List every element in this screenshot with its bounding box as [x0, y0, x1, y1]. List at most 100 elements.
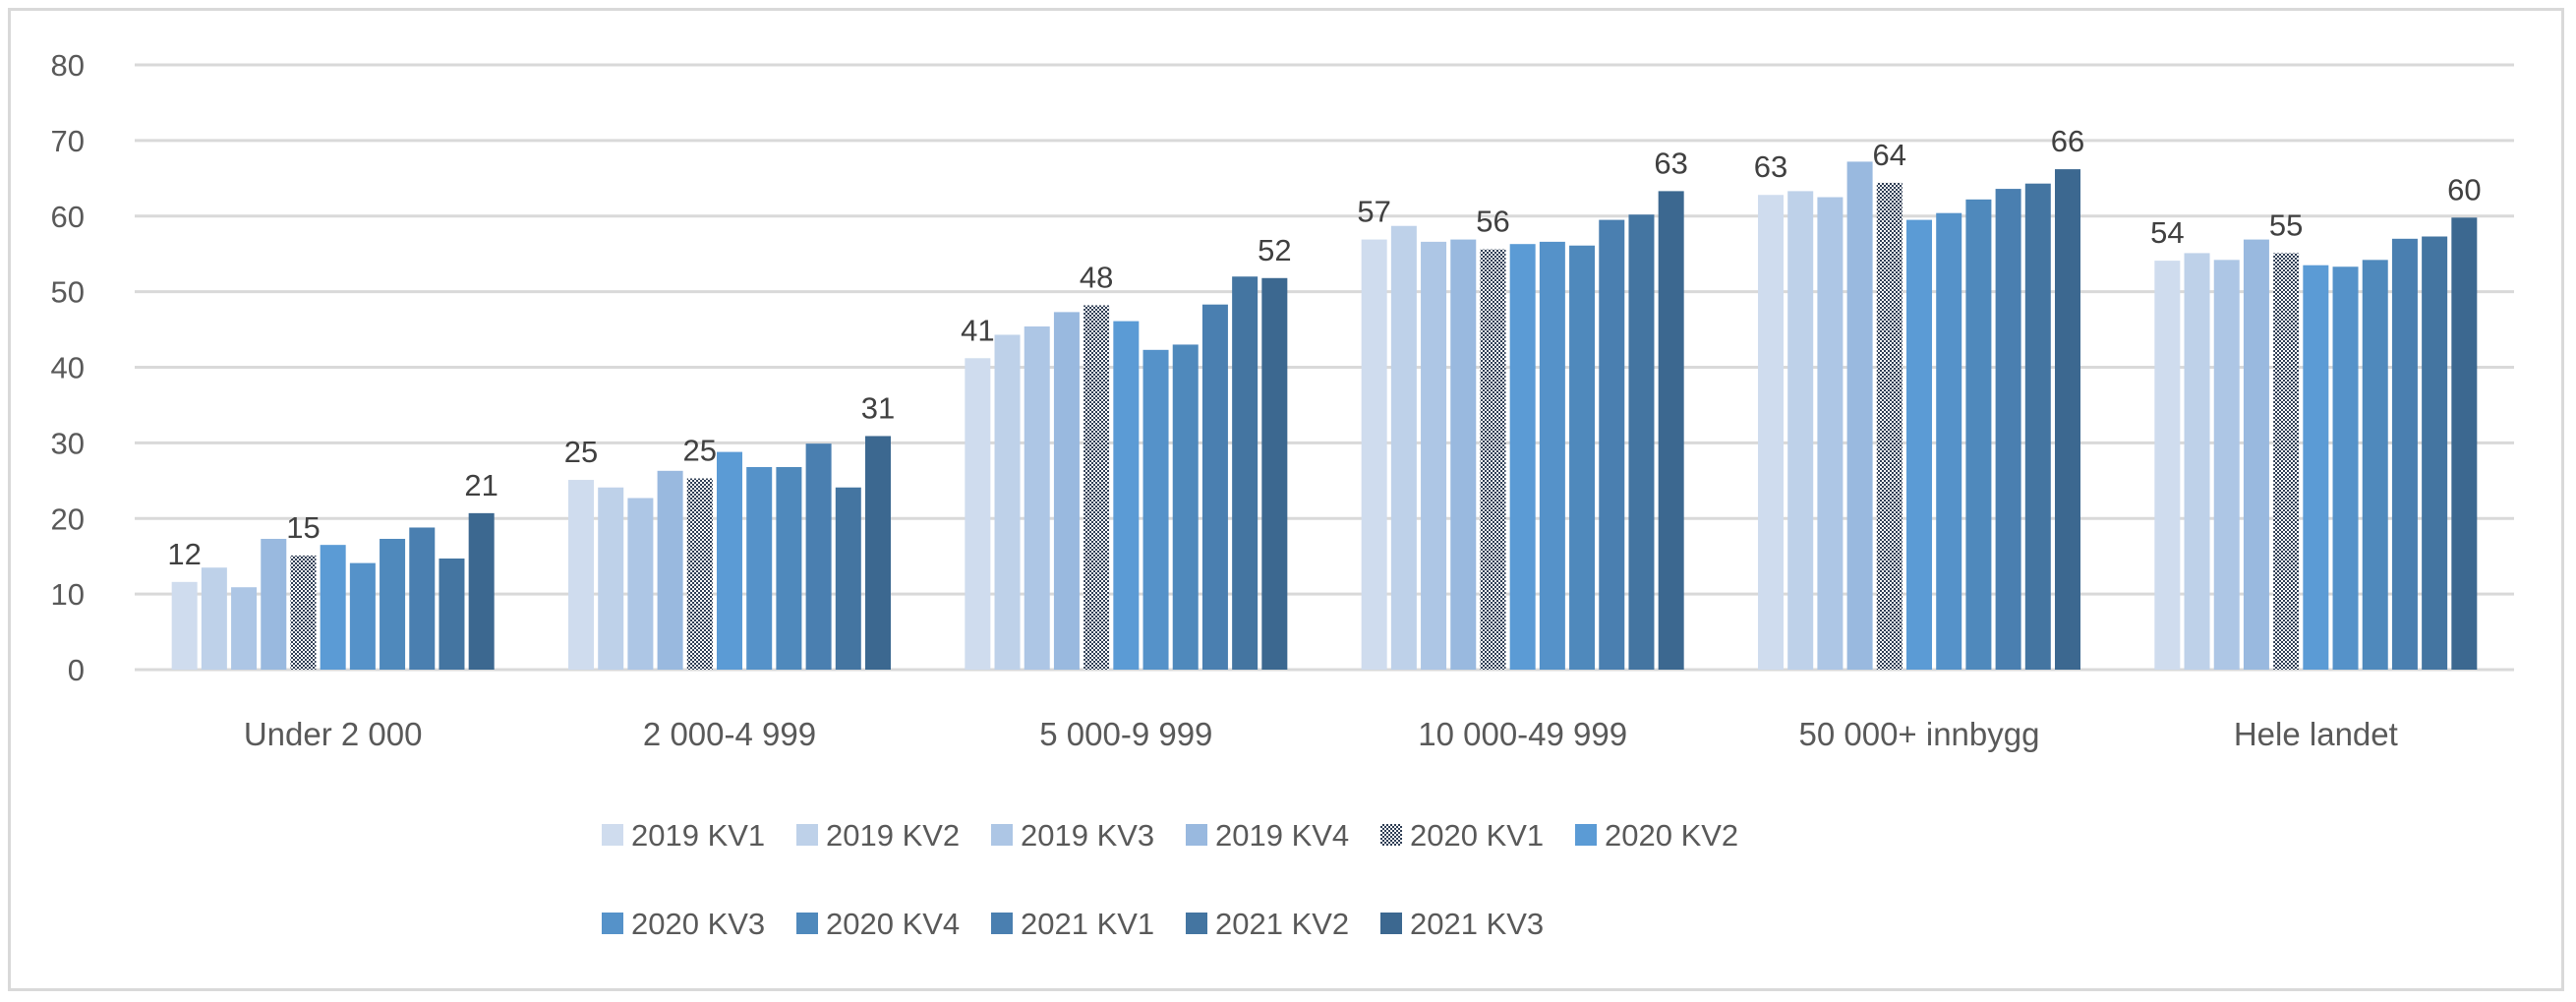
- legend-swatch: [796, 913, 818, 934]
- data-label: 64: [1873, 138, 1906, 172]
- y-tick-label: 20: [51, 501, 85, 536]
- bar-2021-kv3: [468, 512, 495, 670]
- bar-2021-kv3: [865, 436, 891, 670]
- bar-2021-kv2: [1232, 276, 1259, 670]
- bar-2019-kv1: [1361, 239, 1387, 671]
- y-tick-label: 60: [51, 200, 85, 234]
- bar-2020-kv4: [1569, 245, 1596, 670]
- legend-label: 2020 KV4: [826, 907, 960, 941]
- bar-2020-kv3: [1936, 212, 1962, 671]
- bar-2021-kv1: [1201, 304, 1228, 670]
- legend-item: 2020 KV1: [1380, 818, 1544, 853]
- data-label: 54: [2150, 215, 2184, 250]
- bar-2020-kv1: [1480, 249, 1506, 670]
- bar-2020-kv4: [1172, 344, 1199, 670]
- bar-2020-kv2: [2303, 265, 2329, 670]
- bar-2019-kv4: [261, 539, 287, 670]
- bar-2021-kv3: [1261, 277, 1288, 670]
- data-label: 25: [683, 434, 717, 468]
- y-tick-label: 40: [51, 351, 85, 385]
- legend-label: 2020 KV1: [1410, 818, 1544, 853]
- data-label: 57: [1357, 195, 1390, 229]
- legend-item: 2021 KV1: [991, 907, 1154, 941]
- y-tick-label: 30: [51, 426, 85, 460]
- x-tick-label: Under 2 000: [244, 716, 423, 752]
- bar-2019-kv2: [1390, 225, 1417, 670]
- bar-2020-kv4: [2362, 260, 2388, 670]
- data-label: 52: [1258, 233, 1291, 267]
- bar-2019-kv3: [231, 587, 258, 670]
- legend-swatch: [1380, 824, 1402, 846]
- bar-2019-kv4: [2243, 239, 2269, 671]
- bar-2019-kv1: [171, 581, 198, 670]
- bar-2020-kv2: [1906, 219, 1932, 670]
- bar-2021-kv2: [2422, 236, 2448, 670]
- data-label: 56: [1476, 205, 1509, 239]
- bar-2020-kv1: [686, 478, 713, 670]
- legend-swatch: [1575, 824, 1597, 846]
- legend-swatch: [796, 824, 818, 846]
- data-label: 21: [464, 468, 498, 502]
- bar-2019-kv3: [627, 498, 654, 670]
- chart-frame: [8, 8, 2564, 991]
- bar-2019-kv3: [1024, 325, 1050, 670]
- bar-2019-kv2: [201, 567, 227, 670]
- bar-2020-kv3: [1142, 349, 1169, 670]
- legend-label: 2021 KV2: [1215, 907, 1349, 941]
- y-tick-label: 10: [51, 577, 85, 612]
- legend-swatch: [1380, 913, 1402, 934]
- data-label: 31: [861, 390, 895, 425]
- legend-item: 2020 KV4: [796, 907, 960, 941]
- bar-2021-kv2: [439, 558, 465, 670]
- legend-label: 2021 KV3: [1410, 907, 1544, 941]
- bar-2019-kv1: [2154, 261, 2181, 670]
- legend-label: 2019 KV2: [826, 818, 960, 853]
- bar-2019-kv1: [965, 358, 991, 670]
- data-label: 66: [2051, 124, 2084, 158]
- bar-2021-kv1: [805, 443, 832, 670]
- legend-label: 2020 KV2: [1605, 818, 1738, 853]
- bar-2019-kv4: [1846, 161, 1873, 670]
- legend-label: 2019 KV4: [1215, 818, 1349, 853]
- legend-item: 2019 KV2: [796, 818, 960, 853]
- bar-2019-kv2: [1787, 191, 1814, 670]
- data-label: 12: [167, 537, 201, 571]
- y-tick-label: 0: [68, 653, 85, 687]
- bar-2020-kv1: [2273, 253, 2300, 670]
- bar-2020-kv3: [1539, 241, 1565, 670]
- bar-2021-kv3: [2055, 169, 2080, 670]
- bar-2021-kv1: [1995, 189, 2021, 670]
- y-tick-label: 70: [51, 124, 85, 158]
- bar-2020-kv1: [1083, 305, 1110, 670]
- bar-2020-kv2: [1509, 244, 1536, 670]
- legend-item: 2019 KV4: [1186, 818, 1349, 853]
- bar-2020-kv1: [290, 555, 317, 670]
- bar-2019-kv4: [657, 470, 683, 670]
- x-tick-label: 50 000+ innbygg: [1799, 716, 2040, 752]
- bar-2021-kv3: [1658, 191, 1684, 670]
- bar-2021-kv1: [2391, 238, 2418, 670]
- bar-2019-kv3: [1421, 241, 1447, 670]
- legend-label: 2019 KV1: [631, 818, 765, 853]
- legend-swatch: [1186, 913, 1207, 934]
- bar-2021-kv1: [409, 527, 436, 670]
- legend-swatch: [1186, 824, 1207, 846]
- legend-swatch: [991, 913, 1013, 934]
- bar-2019-kv2: [994, 334, 1021, 670]
- data-label: 55: [2269, 207, 2303, 242]
- legend-label: 2019 KV3: [1021, 818, 1154, 853]
- bar-2020-kv2: [717, 451, 742, 670]
- legend-item: 2020 KV3: [602, 907, 765, 941]
- bar-2021-kv1: [1599, 219, 1625, 670]
- data-label: 25: [564, 435, 598, 469]
- bar-2019-kv4: [1450, 239, 1477, 671]
- bar-2019-kv3: [2213, 260, 2240, 670]
- x-tick-label: 10 000-49 999: [1418, 716, 1627, 752]
- data-label: 48: [1080, 260, 1113, 294]
- legend-item: 2021 KV3: [1380, 907, 1544, 941]
- y-tick-label: 50: [51, 275, 85, 310]
- bar-2020-kv4: [1965, 199, 1992, 670]
- x-tick-label: 5 000-9 999: [1039, 716, 1212, 752]
- data-label: 63: [1654, 146, 1687, 180]
- legend-swatch: [602, 824, 623, 846]
